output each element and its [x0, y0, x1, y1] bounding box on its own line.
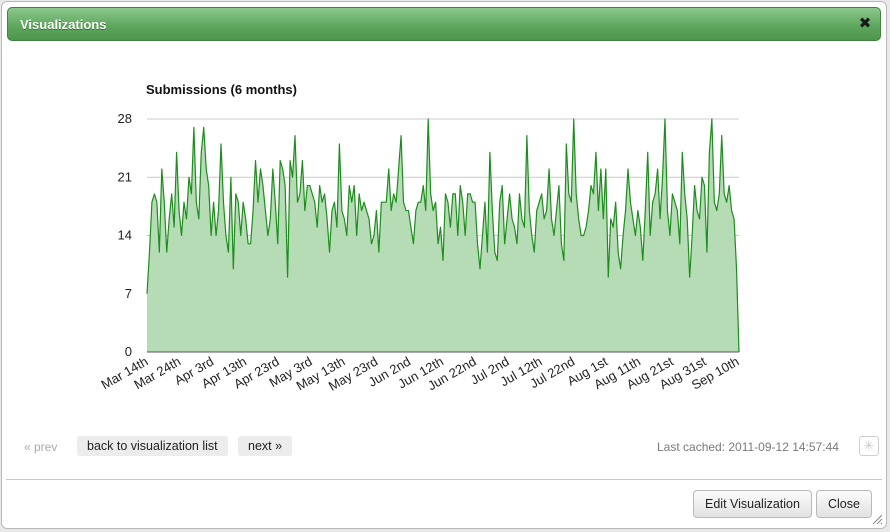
chart-title: Submissions (6 months)	[146, 82, 297, 97]
y-tick-label: 7	[125, 286, 132, 301]
last-cached-text: Last cached: 2011-09-12 14:57:44	[657, 440, 839, 454]
refresh-spinner-icon[interactable]: ✳	[859, 436, 879, 456]
next-button[interactable]: next »	[238, 436, 293, 456]
close-x-icon[interactable]: ✖	[858, 15, 872, 32]
back-to-list-button[interactable]: back to visualization list	[77, 436, 228, 456]
close-button[interactable]: Close	[816, 490, 872, 518]
dialog-title: Visualizations	[20, 17, 107, 32]
y-tick-label: 28	[118, 111, 132, 126]
series-area	[147, 119, 739, 352]
prev-link[interactable]: « prev	[24, 440, 58, 454]
footer-divider	[6, 479, 882, 480]
series-line	[146, 118, 740, 353]
resize-grip-icon[interactable]	[871, 513, 883, 525]
dialog-titlebar[interactable]: Visualizations ✖	[7, 7, 881, 41]
edit-visualization-button[interactable]: Edit Visualization	[693, 490, 812, 518]
y-tick-label: 14	[118, 228, 132, 243]
y-tick-label: 21	[118, 169, 132, 184]
y-tick-label: 0	[125, 344, 132, 359]
